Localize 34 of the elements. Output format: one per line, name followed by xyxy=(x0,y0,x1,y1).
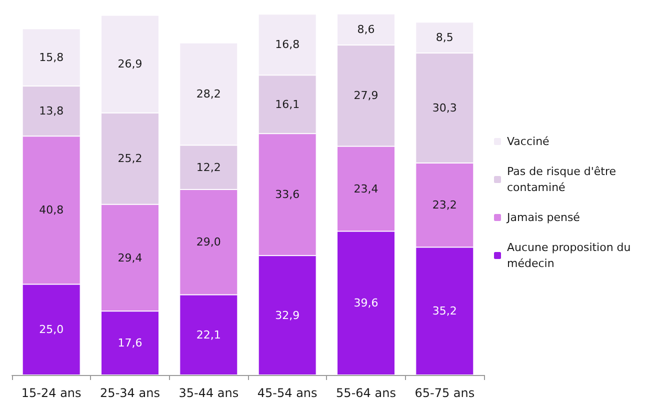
data-label: 28,2 xyxy=(196,88,221,101)
data-label: 25,0 xyxy=(39,323,64,336)
data-label: 12,2 xyxy=(196,160,221,174)
x-tick-label: 45-54 ans xyxy=(257,386,318,400)
legend-label: Pas de risque d'être contaminé xyxy=(507,165,620,194)
legend-label: Jamais pensé xyxy=(506,211,580,224)
data-label: 40,8 xyxy=(39,204,64,217)
data-label: 26,9 xyxy=(118,58,142,71)
data-label: 32,9 xyxy=(275,308,300,322)
data-label: 17,6 xyxy=(118,336,142,350)
data-label: 29,0 xyxy=(196,236,221,249)
x-tick-label: 15-24 ans xyxy=(21,386,82,400)
x-tick-label: 55-64 ans xyxy=(336,386,396,400)
data-label: 16,8 xyxy=(275,38,300,52)
data-label: 30,3 xyxy=(432,102,457,115)
data-label: 22,1 xyxy=(196,328,221,342)
legend-label: Vacciné xyxy=(507,135,550,148)
data-label: 25,2 xyxy=(118,152,142,166)
data-label: 15,8 xyxy=(39,50,64,64)
data-label: 8,6 xyxy=(357,22,375,36)
x-tick-label: 65-75 ans xyxy=(414,386,475,400)
data-label: 8,5 xyxy=(436,31,454,44)
data-label: 33,6 xyxy=(275,188,300,202)
legend-label: Aucune proposition du médecin xyxy=(507,241,634,270)
data-label: 16,1 xyxy=(275,98,300,111)
data-label: 27,9 xyxy=(354,89,378,102)
data-label: 39,6 xyxy=(354,296,378,310)
data-label: 13,8 xyxy=(39,104,64,118)
data-label: 23,4 xyxy=(354,182,378,196)
data-label: 23,2 xyxy=(432,198,457,212)
x-tick-label: 25-34 ans xyxy=(100,386,160,400)
data-label: 35,2 xyxy=(432,304,457,318)
x-tick-label: 35-44 ans xyxy=(178,386,239,400)
data-label: 29,4 xyxy=(118,251,142,264)
